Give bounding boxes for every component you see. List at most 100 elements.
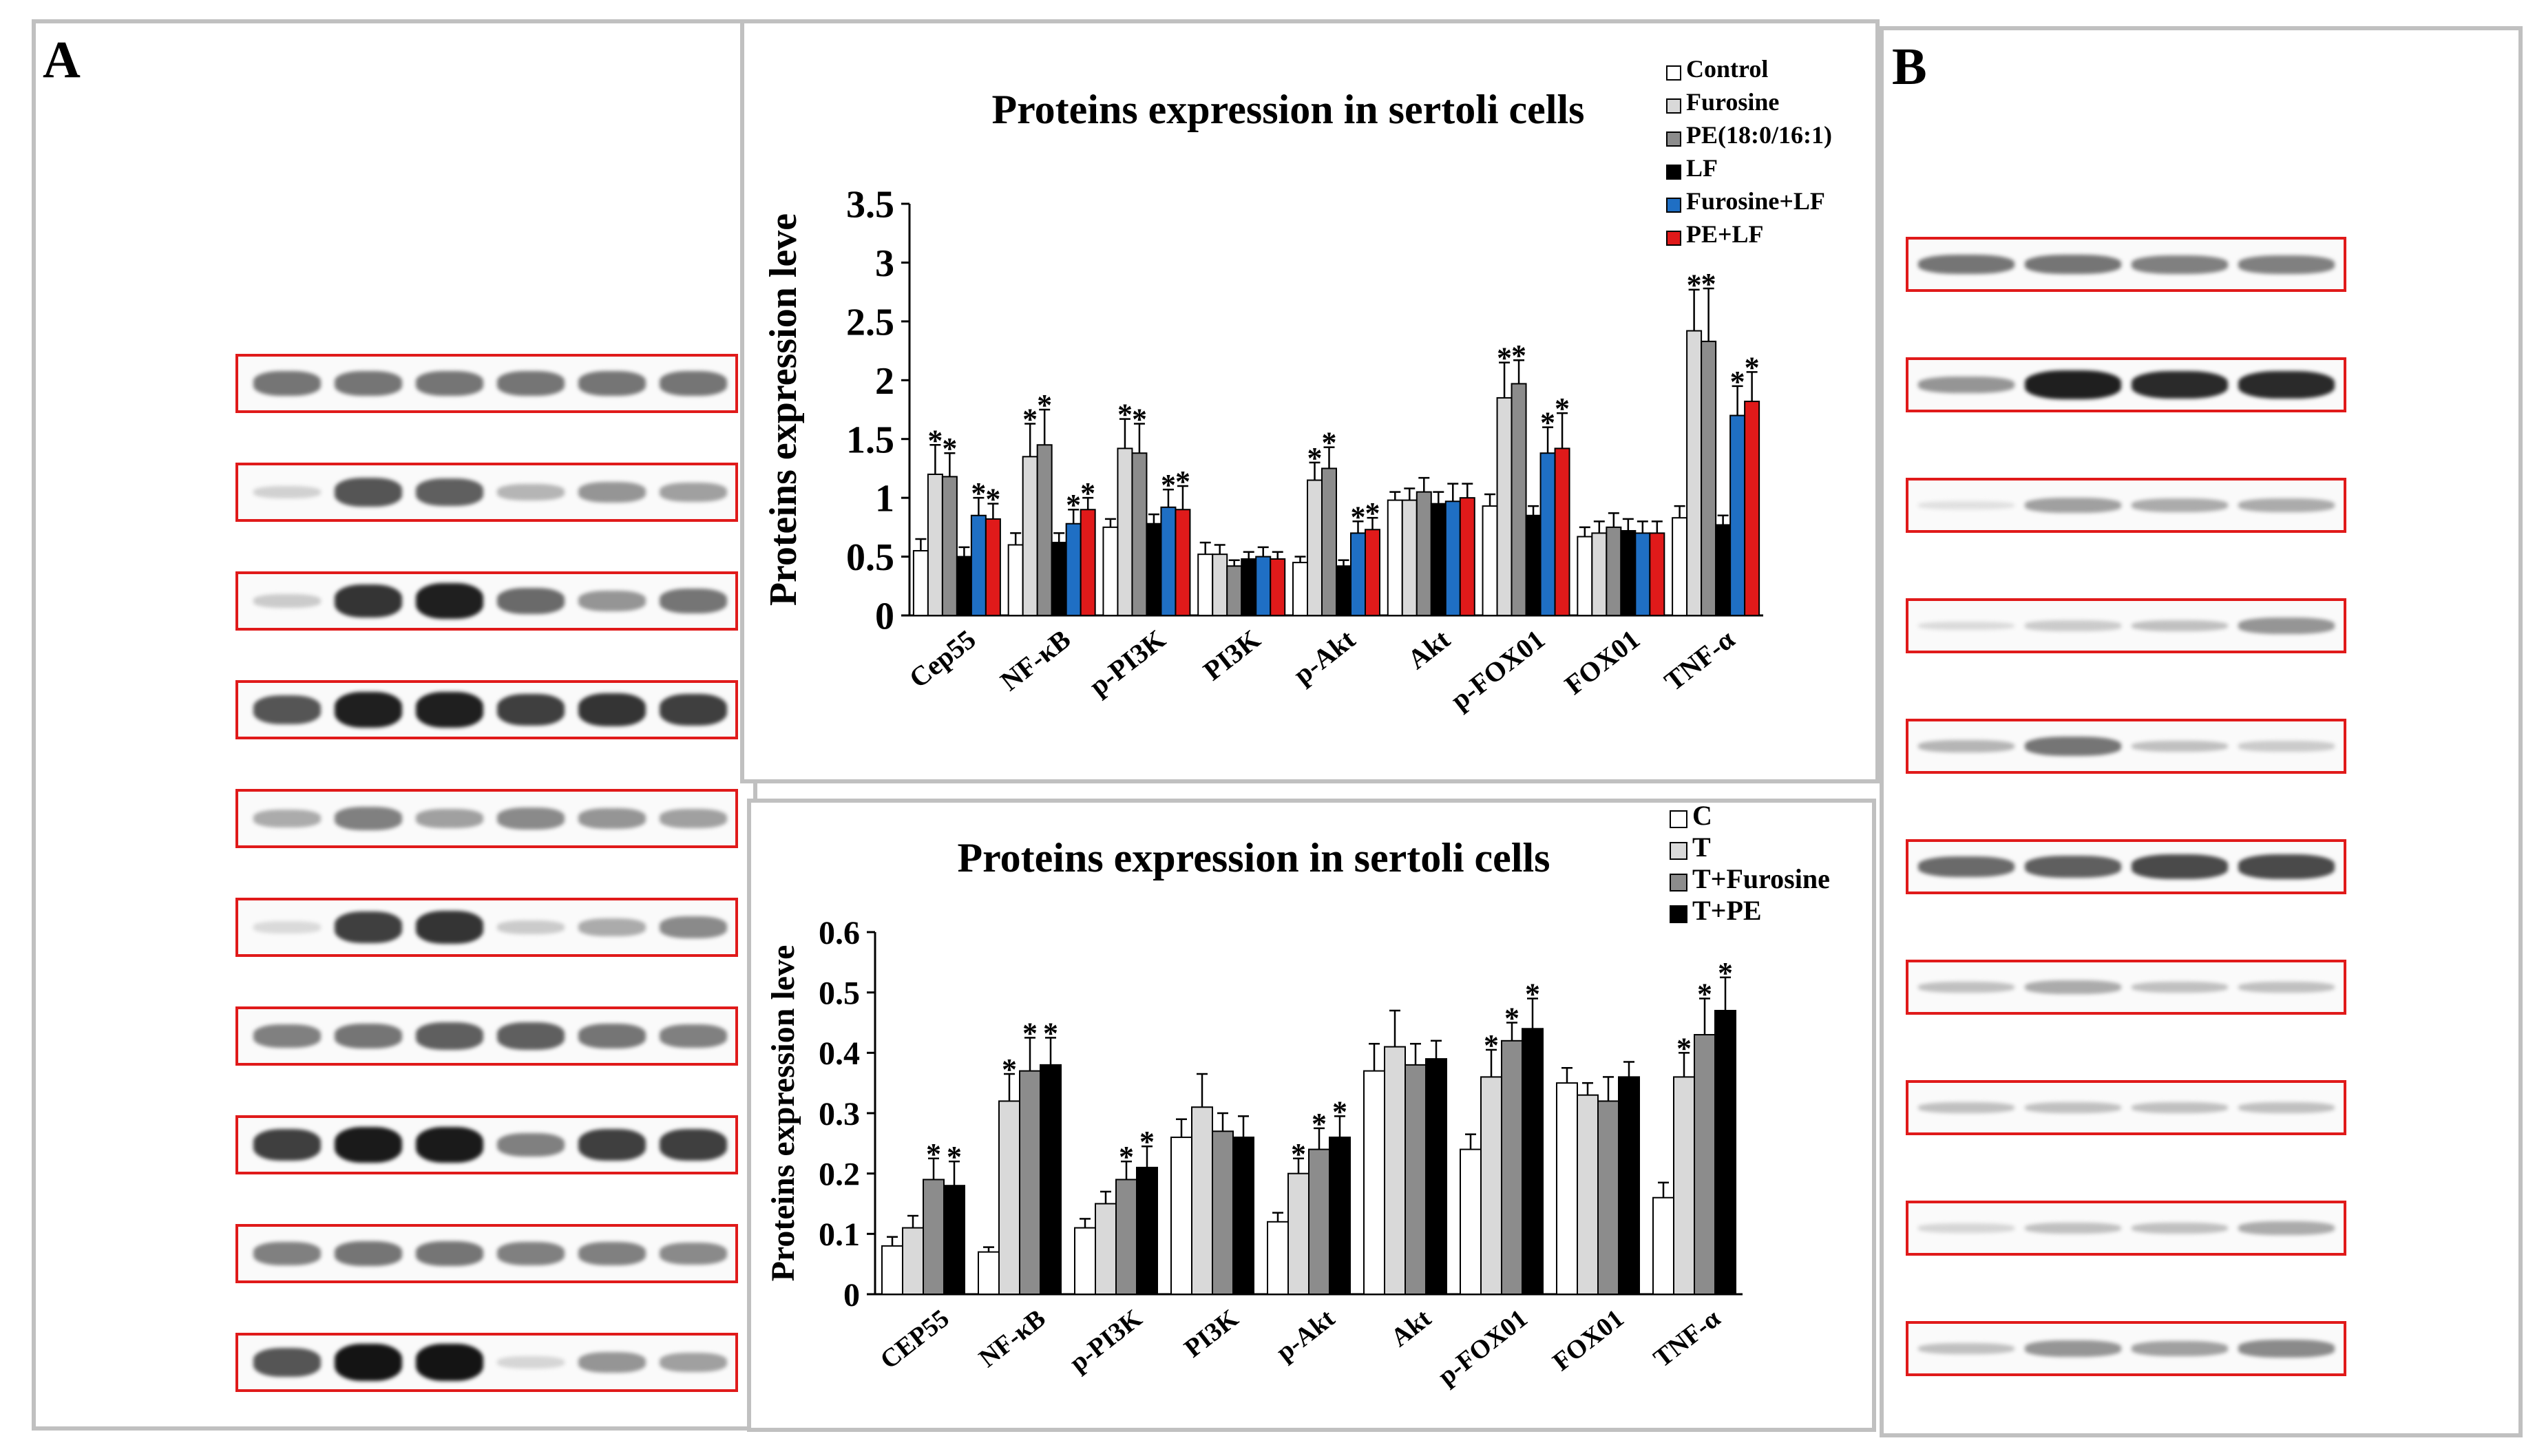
blot-strip-actin — [235, 354, 738, 413]
blot-band — [660, 916, 727, 938]
blot-strip-pi3k — [235, 789, 738, 848]
blot-band — [578, 808, 646, 829]
blot-band — [578, 1024, 646, 1048]
bar-t-pe-nf-b — [1040, 1064, 1062, 1295]
significance-marker: * — [1676, 1031, 1692, 1065]
legend-label-pe-lf: PE+LF — [1686, 220, 1764, 248]
bar-control-p-akt — [1292, 562, 1308, 616]
significance-marker: * — [1117, 398, 1133, 432]
bar-lf-cep55 — [956, 556, 972, 616]
bar-t-pe-fox01 — [1618, 1076, 1640, 1295]
blot-band — [497, 808, 565, 830]
significance-marker: * — [971, 476, 986, 510]
bar-t-furosine-fox01 — [1597, 1100, 1619, 1295]
bar-furosine-fox01 — [1591, 532, 1608, 617]
blot-band — [1918, 981, 2015, 993]
significance-marker: * — [942, 432, 957, 465]
bar-t-furosine-akt — [1405, 1064, 1427, 1295]
bar-pe-18-0-16-1-p-fox01 — [1511, 383, 1527, 616]
x-tick-label: NF-κB — [994, 624, 1076, 697]
bar-pe-lf-akt — [1459, 497, 1475, 617]
blot-band — [1918, 1223, 2015, 1233]
bar-pe-18-0-16-1-nf-b — [1036, 444, 1053, 616]
legend-label-lf: LF — [1686, 154, 1718, 182]
legend-label-t-pe: T+PE — [1692, 895, 1762, 926]
x-tick-label: p-Akt — [1271, 1304, 1340, 1367]
significance-marker: * — [1161, 468, 1176, 502]
bar-furosine-p-fox01 — [1496, 397, 1513, 617]
bar-control-p-fox01 — [1482, 505, 1498, 616]
blot-band — [416, 809, 483, 828]
bar-furosine-nf-b — [1022, 456, 1038, 616]
blot-band — [578, 918, 646, 936]
blot-band — [497, 920, 565, 934]
significance-marker: * — [1175, 465, 1190, 498]
blot-band — [2025, 855, 2121, 878]
blot-band — [2132, 370, 2228, 399]
blot-band — [2025, 1340, 2121, 1357]
x-tick-label: FOX01 — [1548, 1304, 1630, 1377]
bar-control-nf-b — [1007, 544, 1024, 616]
blot-band — [416, 1344, 483, 1381]
blot-band — [335, 1126, 402, 1163]
legend-label-t: T — [1692, 832, 1711, 863]
legend-swatch-furosine — [1666, 98, 1681, 114]
y-tick-label: 0 — [843, 1277, 860, 1313]
bar-lf-p-fox01 — [1525, 514, 1542, 616]
significance-marker: * — [1540, 406, 1555, 440]
significance-marker: * — [926, 1137, 941, 1171]
bar-t-pe-p-fox01 — [1522, 1028, 1544, 1295]
y-tick-label: 0.5 — [819, 975, 860, 1011]
blot-strip-akt — [1906, 960, 2346, 1015]
y-tick-label: 1.5 — [846, 419, 894, 461]
bar-pe-18-0-16-1-p-pi3k — [1131, 452, 1148, 617]
significance-marker: * — [927, 423, 943, 457]
blot-band — [2025, 1222, 2121, 1234]
bar-t-pe-p-akt — [1329, 1137, 1351, 1296]
panel-d: Proteins expression in sertoli cells Prot… — [747, 799, 1876, 1432]
bar-c-fox01 — [1556, 1082, 1578, 1295]
blot-band — [1918, 377, 2015, 393]
bar-t-pe-pi3k — [1232, 1137, 1254, 1296]
bar-t-akt — [1384, 1046, 1406, 1295]
blot-band — [2132, 854, 2228, 879]
blot-strip-actin — [1906, 237, 2346, 292]
x-tick-label: p-FOX01 — [1433, 1304, 1533, 1391]
x-tick-label: Cep55 — [903, 624, 982, 695]
blot-band — [497, 1133, 565, 1157]
chart-title: Proteins expression in sertoli cells — [991, 87, 1584, 132]
x-tick-label: FOX01 — [1559, 624, 1645, 701]
significance-marker: * — [1730, 365, 1745, 399]
blot-band — [335, 911, 402, 943]
x-tick-label: CEP55 — [875, 1304, 955, 1375]
y-tick-label: 1 — [875, 478, 894, 520]
significance-marker: * — [1066, 488, 1081, 522]
significance-marker: * — [1511, 339, 1526, 372]
legend-label-pe-18-0-16-1: PE(18:0/16:1) — [1686, 121, 1832, 149]
blot-band — [2025, 498, 2121, 513]
blot-band — [2025, 980, 2121, 995]
panel-a-letter: A — [43, 31, 81, 89]
bar-c-p-akt — [1267, 1221, 1289, 1295]
significance-marker: * — [1119, 1140, 1134, 1174]
x-tick-label: p-FOX01 — [1444, 624, 1550, 716]
blot-band — [660, 1243, 727, 1265]
x-tick-label: TNF-α — [1648, 1304, 1725, 1373]
blot-band — [578, 1129, 646, 1161]
bar-furosine-cep55 — [927, 473, 943, 616]
bar-t-pe-akt — [1425, 1058, 1447, 1295]
bar-pe-lf-pi3k — [1270, 558, 1286, 617]
significance-marker: * — [1497, 341, 1512, 375]
legend-label-t-furosine: T+Furosine — [1692, 863, 1830, 894]
x-tick-label: p-Akt — [1287, 623, 1361, 690]
significance-marker: * — [1080, 476, 1095, 510]
significance-marker: * — [1555, 392, 1570, 425]
blot-strip-p-fox01 — [1906, 1201, 2346, 1256]
blot-band — [2238, 370, 2335, 399]
blot-band — [2132, 255, 2228, 274]
bar-furosine-lf-akt — [1444, 500, 1461, 616]
blot-band — [497, 371, 565, 396]
blot-band — [497, 694, 565, 726]
y-tick-label: 2 — [875, 360, 894, 403]
bar-t-nf-b — [998, 1100, 1020, 1295]
